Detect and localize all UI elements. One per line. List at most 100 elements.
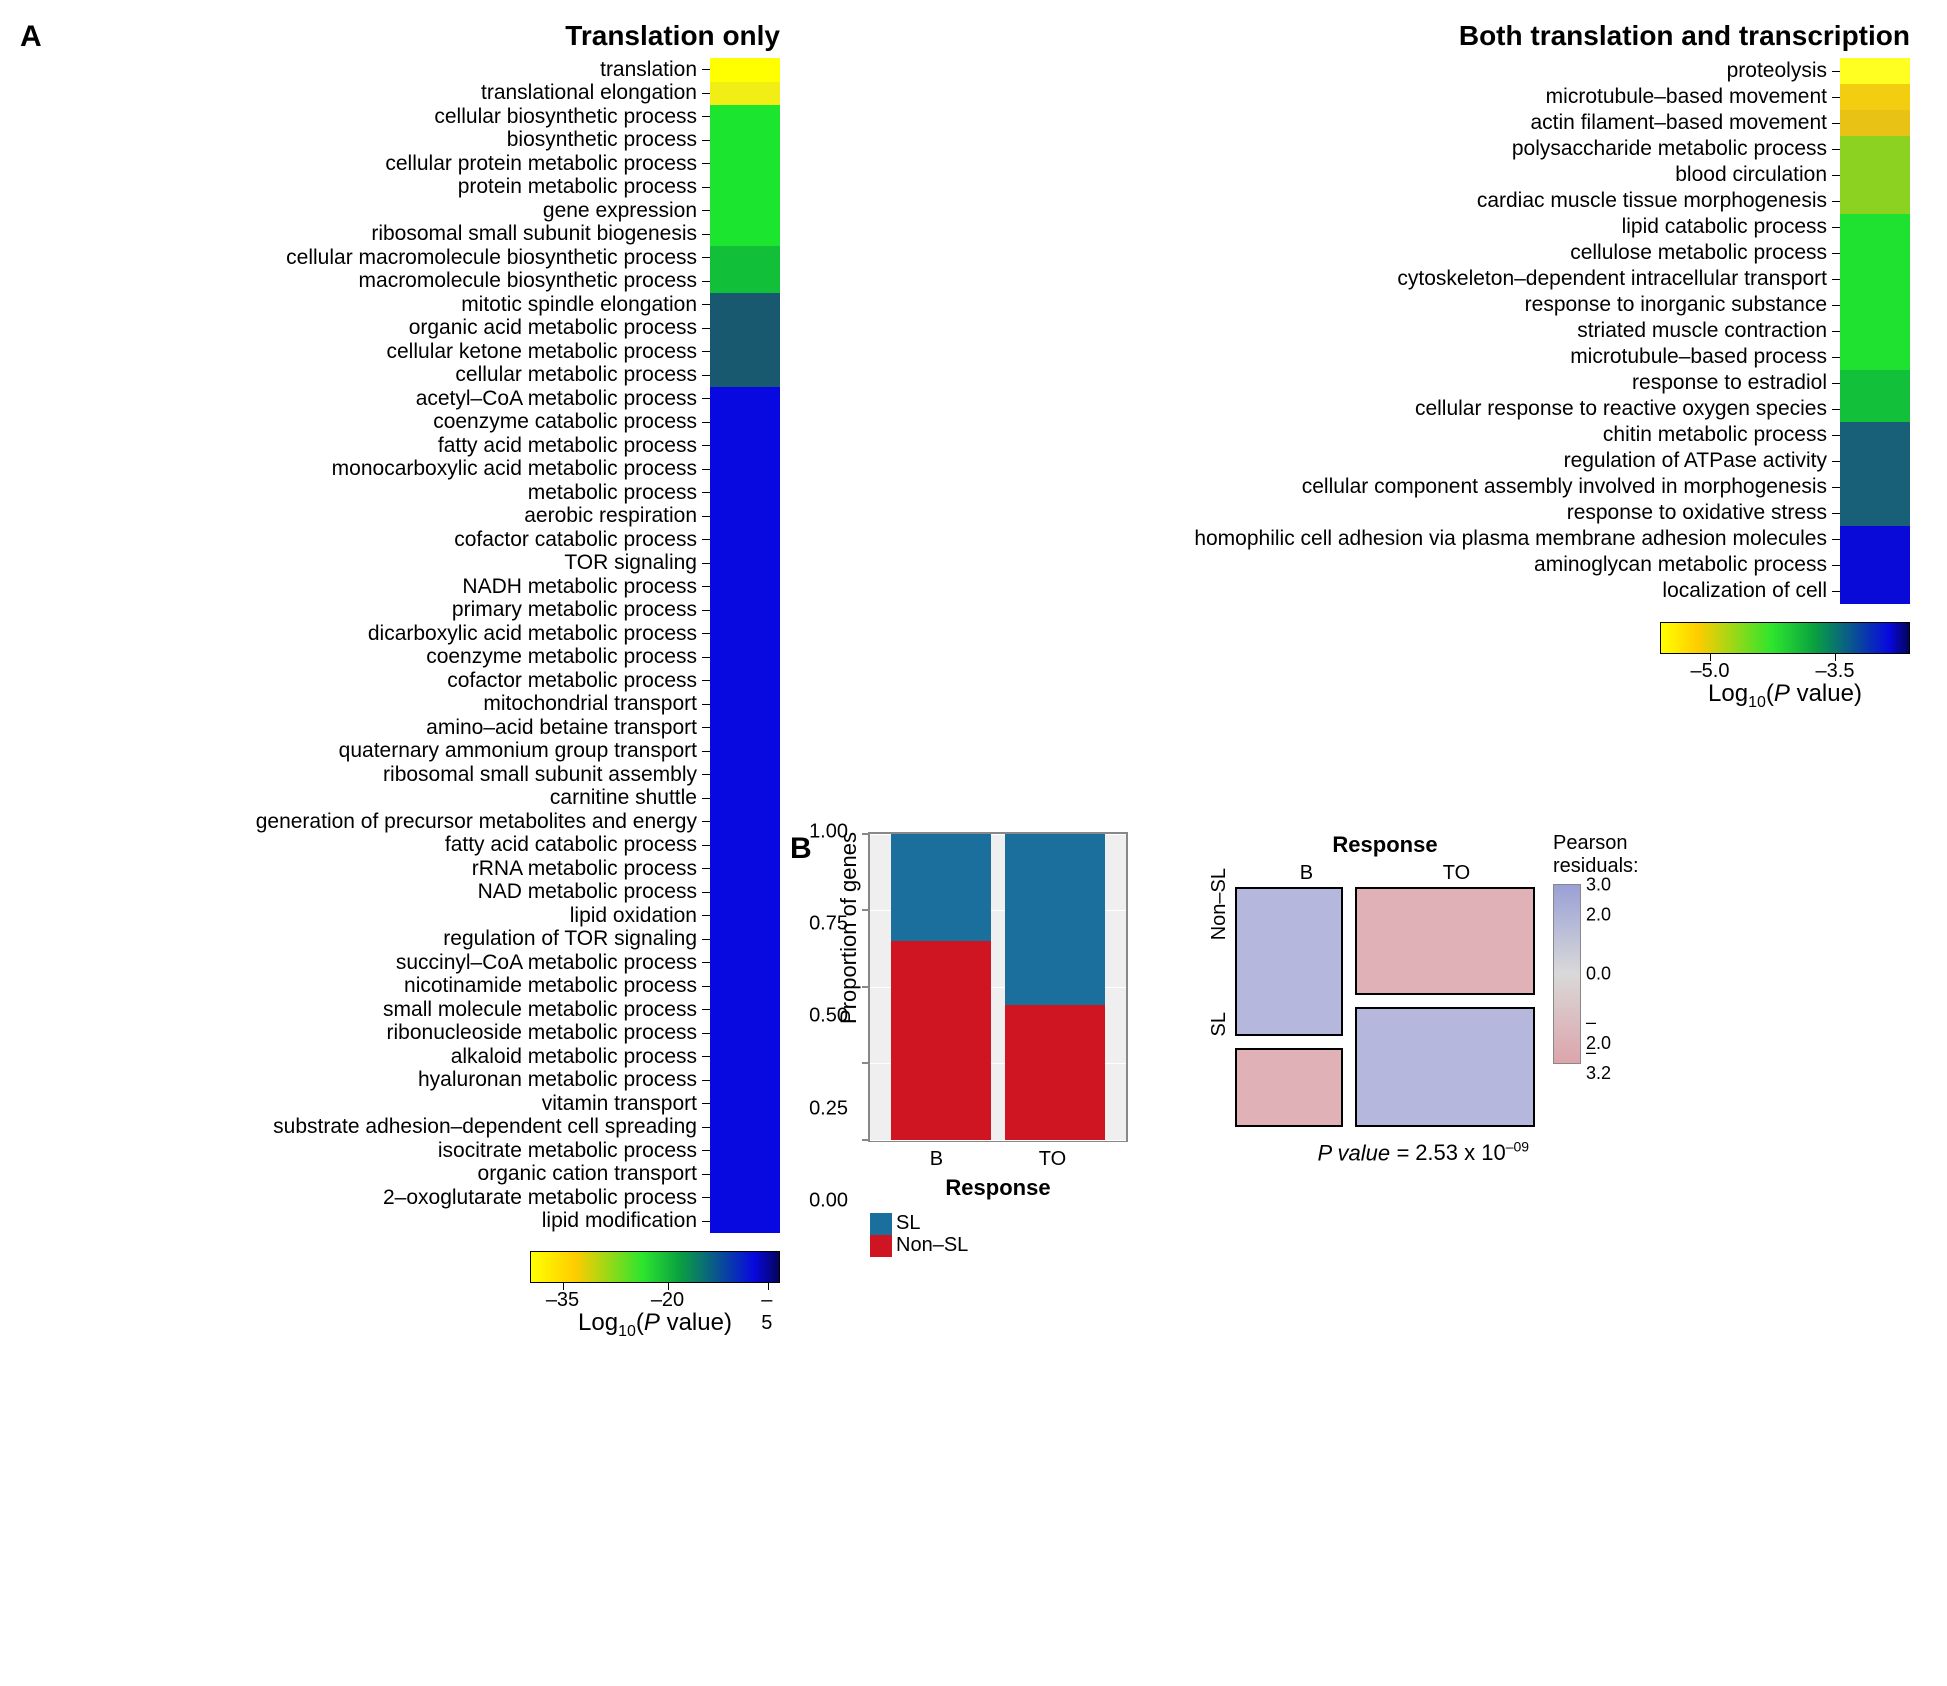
heatmap-row: substrate adhesion–dependent cell spread… [256,1116,780,1140]
heatmap-row-label: translational elongation [481,81,701,105]
heatmap-tick [702,845,710,846]
heatmap-right-title: Both translation and transcription [1459,20,1910,52]
heatmap-tick [702,986,710,987]
heatmap-row: cellular metabolic process [256,364,780,388]
heatmap-row-label: response to estradiol [1632,371,1831,395]
heatmap-row: mitotic spindle elongation [256,293,780,317]
p-value: P value = 2.53 x 10–09 [1318,1139,1530,1166]
heatmap-tick [702,140,710,141]
heatmap-tick [702,1150,710,1151]
heatmap-row-label: response to inorganic substance [1525,293,1831,317]
heatmap-row-label: coenzyme metabolic process [426,645,701,669]
heatmap-row-label: protein metabolic process [458,175,701,199]
heatmap-cell [710,199,780,223]
heatmap-cell [710,1022,780,1046]
heatmap-row-label: blood circulation [1675,163,1831,187]
heatmap-row: coenzyme metabolic process [256,646,780,670]
heatmap-tick [1832,253,1840,254]
heatmap-tick [702,1033,710,1034]
heatmap-row-label: ribonucleoside metabolic process [387,1021,702,1045]
heatmap-tick [702,727,710,728]
heatmap-cell [710,528,780,552]
legend-swatch [870,1213,892,1235]
heatmap-row: cofactor catabolic process [256,528,780,552]
heatmap-cell [710,1092,780,1116]
heatmap-row: organic cation transport [256,1163,780,1187]
heatmap-row: response to inorganic substance [1194,292,1910,318]
heatmap-row: cellular protein metabolic process [256,152,780,176]
heatmap-row: ribosomal small subunit assembly [256,763,780,787]
y-tick-label: 0.00 [809,1189,848,1212]
heatmap-tick [702,939,710,940]
heatmap-tick [702,1080,710,1081]
y-tick-label: 0.50 [809,1005,848,1028]
mosaic-y-labels: Non–SLSL [1208,832,1231,1072]
panel-a-left: A Translation only translationtranslatio… [20,20,780,1341]
mosaic-cell [1355,1007,1535,1127]
heatmap-row: amino–acid betaine transport [256,716,780,740]
heatmap-cell [710,152,780,176]
heatmap-cell [710,998,780,1022]
mosaic-y-label: SL [1208,1012,1231,1036]
heatmap-cell [710,834,780,858]
x-tick-labels: BTO [868,1148,1128,1171]
heatmap-row-label: ribosomal small subunit assembly [383,763,701,787]
heatmap-cell [710,787,780,811]
heatmap-row: lipid catabolic process [1194,214,1910,240]
heatmap-tick [702,821,710,822]
heatmap-tick [702,257,710,258]
heatmap-tick [702,751,710,752]
heatmap-cell [710,434,780,458]
heatmap-tick [702,892,710,893]
heatmap-row: homophilic cell adhesion via plasma memb… [1194,526,1910,552]
heatmap-row: cellular response to reactive oxygen spe… [1194,396,1910,422]
heatmap-tick [702,1174,710,1175]
heatmap-cell [1840,136,1910,162]
heatmap-tick [1832,305,1840,306]
y-ticks [862,834,870,1140]
heatmap-row: aminoglycan metabolic process [1194,552,1910,578]
heatmap-cell [710,763,780,787]
heatmap-row: chitin metabolic process [1194,422,1910,448]
heatmap-row-label: small molecule metabolic process [383,998,701,1022]
heatmap-cell [1840,214,1910,240]
heatmap-row-label: cellulose metabolic process [1570,241,1831,265]
x-axis-label: Response [868,1175,1128,1201]
heatmap-row: generation of precursor metabolites and … [256,810,780,834]
heatmap-both: Both translation and transcription prote… [1194,20,1910,712]
heatmap-cell [1840,526,1910,552]
heatmap-row-label: microtubule–based process [1570,345,1831,369]
heatmap-tick [702,351,710,352]
heatmap-row-label: generation of precursor metabolites and … [256,810,701,834]
heatmap-cell [1840,344,1910,370]
heatmap-cell [1840,318,1910,344]
heatmap-cell [710,575,780,599]
heatmap-cell [710,904,780,928]
legend-swatch [870,1235,892,1257]
heatmap-row-label: macromolecule biosynthetic process [359,269,701,293]
heatmap-row-label: cytoskeleton–dependent intracellular tra… [1397,267,1831,291]
y-tick [862,1139,870,1141]
heatmap-row: monocarboxylic acid metabolic process [256,458,780,482]
heatmap-tick [702,516,710,517]
y-tick [862,833,870,835]
heatmap-row: cellular component assembly involved in … [1194,474,1910,500]
heatmap-row: TOR signaling [256,552,780,576]
heatmap-row-label: cellular ketone metabolic process [387,340,702,364]
heatmap-tick [1832,331,1840,332]
heatmap-row-label: cellular protein metabolic process [385,152,701,176]
colorbar-tick-label: –5.0 [1691,660,1730,683]
heatmap-row-label: lipid catabolic process [1622,215,1831,239]
heatmap-row-label: TOR signaling [564,551,701,575]
heatmap-tick [702,93,710,94]
heatmap-row: lipid oxidation [256,904,780,928]
heatmap-row-label: actin filament–based movement [1531,111,1832,135]
mosaic-main: Response BTO [1235,832,1535,1127]
heatmap-cell [710,1069,780,1093]
heatmap-row: NADH metabolic process [256,575,780,599]
x-tick-label: B [930,1148,943,1171]
colorbar-tick-label: –3.5 [1816,660,1855,683]
heatmap-row: ribosomal small subunit biogenesis [256,223,780,247]
heatmap-row: localization of cell [1194,578,1910,604]
heatmap-tick [702,210,710,211]
